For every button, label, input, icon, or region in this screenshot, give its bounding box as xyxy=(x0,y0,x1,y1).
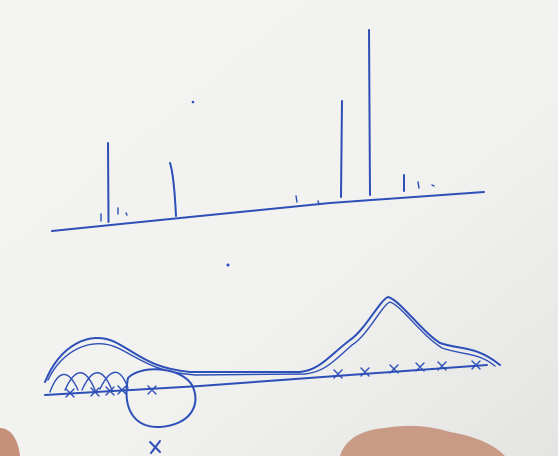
spike-sketch xyxy=(51,29,485,267)
spike xyxy=(368,29,371,196)
spike xyxy=(169,162,177,217)
x-mark xyxy=(149,440,161,454)
envelope-sketch xyxy=(44,296,501,454)
hand xyxy=(340,425,505,456)
hand xyxy=(0,428,20,456)
dot xyxy=(191,100,195,104)
spike xyxy=(340,100,343,198)
circle xyxy=(125,368,197,429)
spike xyxy=(107,142,110,223)
envelope-curve xyxy=(47,301,496,381)
dot xyxy=(226,263,230,267)
x-marks xyxy=(65,385,157,398)
component-peaks xyxy=(49,371,129,393)
x-marks xyxy=(333,360,481,379)
small-peaks xyxy=(100,181,435,222)
envelope-curve xyxy=(44,296,501,383)
baseline xyxy=(51,191,485,232)
